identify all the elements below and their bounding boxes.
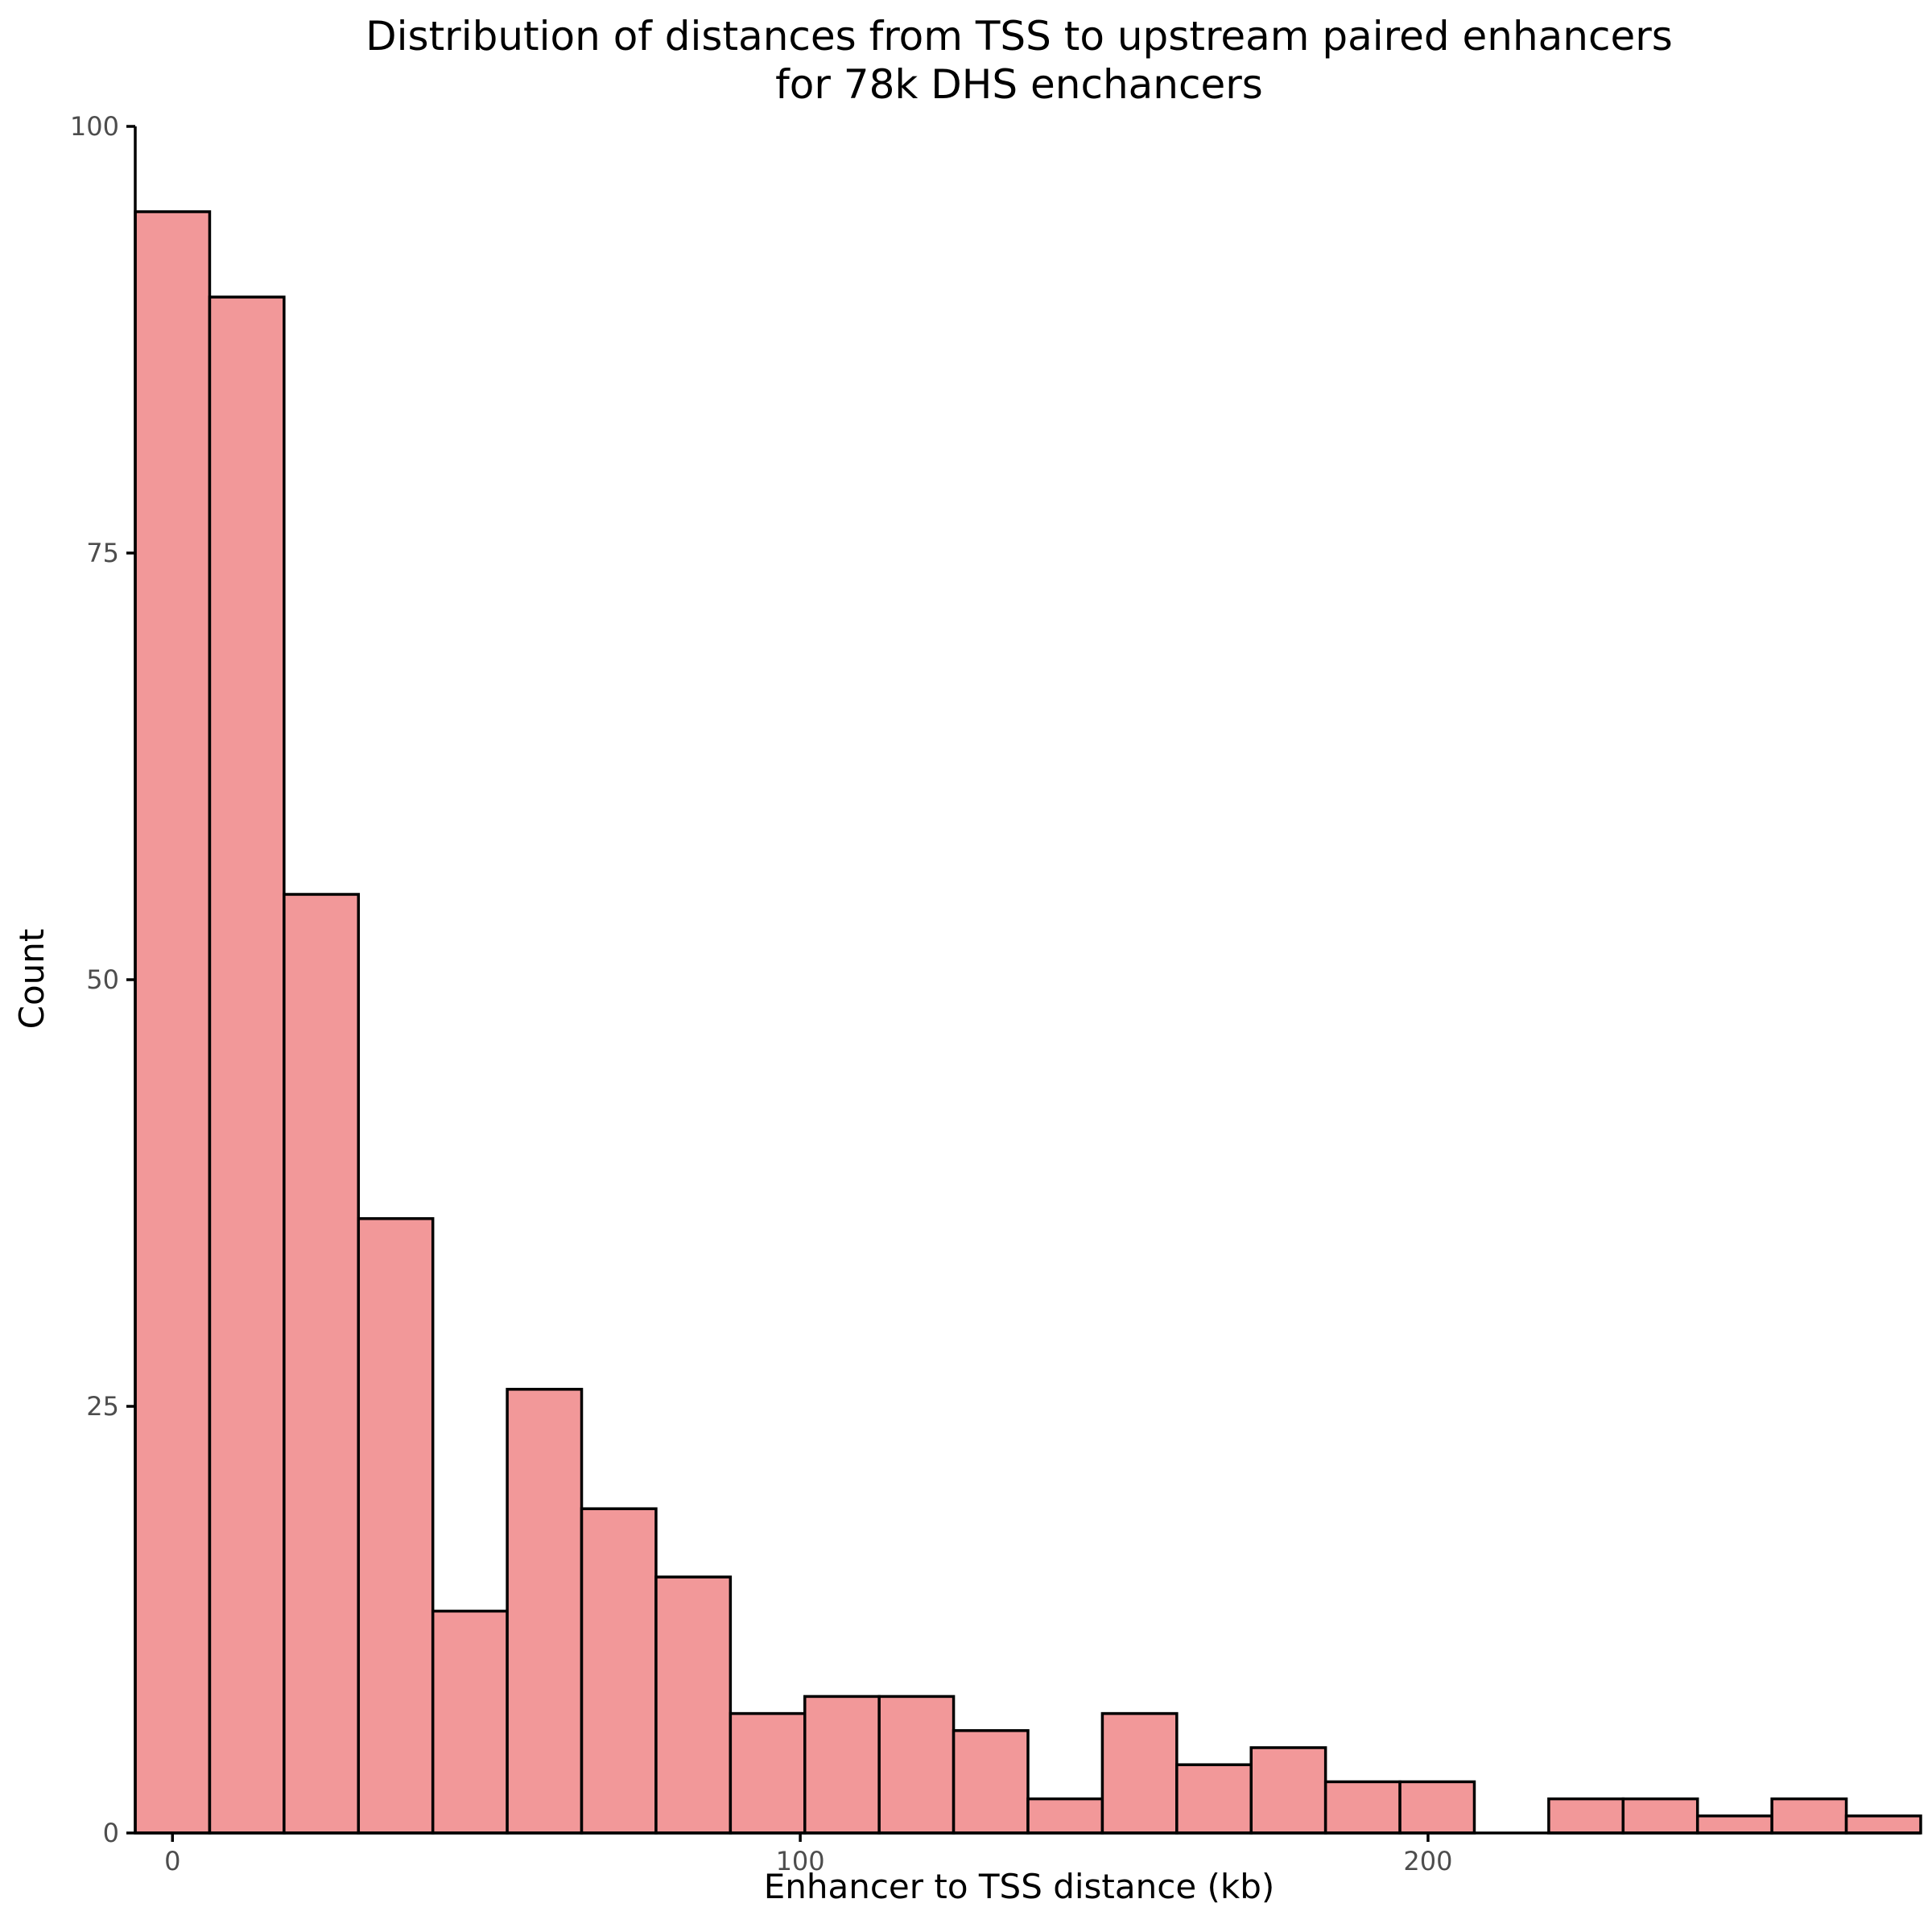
histogram-bar [1323,1780,1402,1835]
histogram-bar [506,1388,584,1835]
x-axis-title: Enhancer to TSS distance (kb) [764,1867,1275,1906]
x-tick-label: 200 [1403,1846,1452,1876]
x-axis: 0 100 200 [135,1831,1921,1876]
x-tick-label: 0 [164,1846,180,1876]
y-tick-label: 100 [70,111,119,142]
histogram-bar [1695,1814,1773,1835]
y-axis: 0 25 50 75 100 [70,111,137,1848]
histogram-bar [1249,1746,1327,1835]
y-tick-label: 25 [86,1391,119,1422]
histogram-bar [1770,1797,1848,1835]
histogram-bar [803,1695,881,1835]
histogram-bar [1398,1780,1476,1835]
histogram-bar [877,1695,956,1835]
histogram-bar [1175,1763,1253,1835]
y-tick-label: 75 [86,538,119,568]
histogram-bar [952,1729,1030,1835]
y-tick-label: 0 [103,1818,119,1848]
histogram-bar [1026,1797,1104,1835]
histogram-bar [134,210,212,1835]
histogram-bar [357,1217,435,1835]
y-axis-title: Count [12,929,52,1030]
histogram-bar [1100,1711,1179,1835]
x-tick-label: 100 [776,1846,825,1876]
histogram-bar [1547,1797,1625,1835]
histogram-bar [431,1609,509,1835]
histogram-bar [729,1711,807,1835]
histogram-bar [580,1507,658,1835]
histogram-bar [654,1575,733,1835]
y-tick-label: 50 [86,964,119,995]
chart-title: Distribution of distances from TSS to up… [365,13,1673,60]
chart-subtitle: for 78k DHS enchancers [775,61,1263,108]
histogram-bar [283,893,361,1835]
bars-group [134,210,1922,1835]
histogram-bar [208,295,286,1835]
histogram-bar [1844,1814,1922,1835]
histogram-bar [1621,1797,1699,1835]
